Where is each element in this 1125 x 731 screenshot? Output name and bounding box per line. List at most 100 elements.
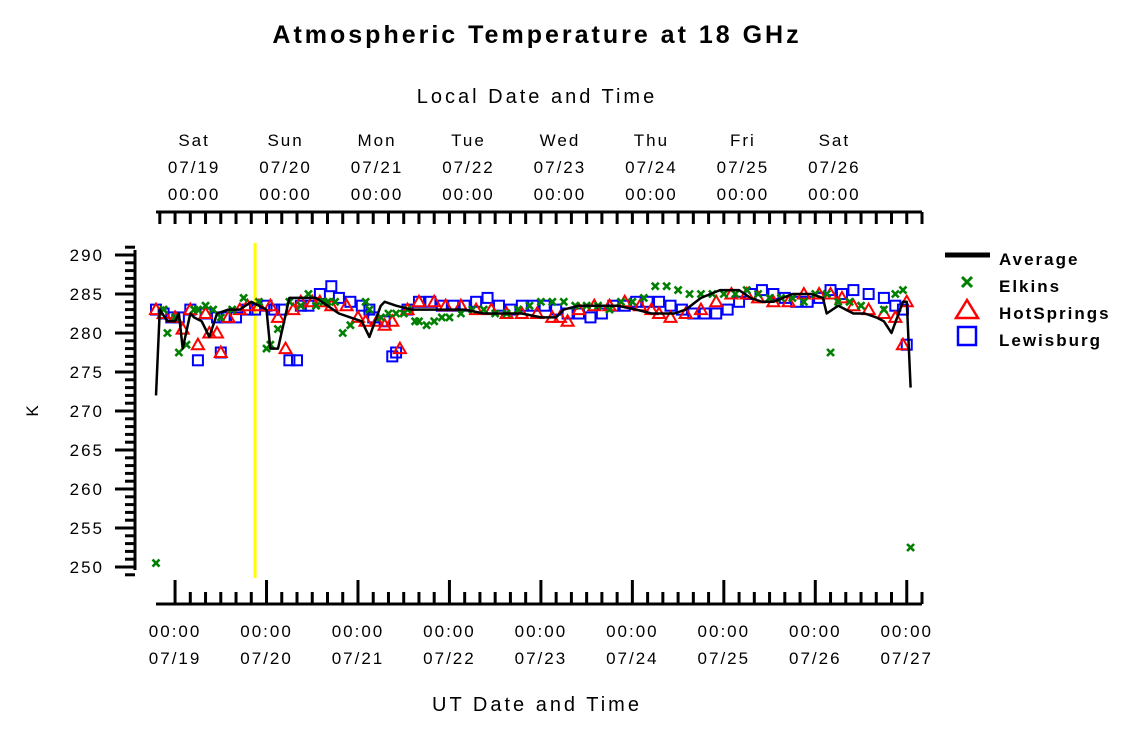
- x-stroke: [605, 305, 614, 315]
- x-stroke: [650, 281, 660, 291]
- data-point-lewisburg: [824, 284, 837, 297]
- data-point-elkins: [208, 305, 218, 315]
- data-point-elkins: [730, 289, 740, 299]
- top-tick-label-date: 07/19: [168, 158, 221, 177]
- data-point-elkins: [536, 297, 546, 307]
- x-stroke: [376, 312, 386, 322]
- x-stroke: [163, 328, 172, 338]
- data-point-lewisburg: [332, 291, 345, 304]
- x-stroke: [898, 285, 908, 295]
- data-point-elkins: [414, 316, 424, 326]
- x-stroke: [845, 297, 855, 307]
- bottom-tick-label-time: 00:00: [515, 622, 568, 641]
- x-stroke: [906, 543, 915, 552]
- top-tick-label-time: 00:00: [717, 185, 770, 204]
- data-point-elkins: [361, 297, 371, 307]
- data-point-elkins: [890, 289, 900, 299]
- data-point-hotsprings: [559, 313, 576, 327]
- x-stroke: [384, 309, 393, 318]
- bottom-tick-label-time: 00:00: [606, 622, 659, 641]
- series-line-average: [154, 288, 912, 396]
- x-stroke: [311, 301, 321, 311]
- x-stroke: [547, 297, 557, 307]
- bottom-tick-label-date: 07/22: [423, 649, 476, 668]
- x-stroke: [151, 558, 161, 568]
- x-axis-title: UT Date and Time: [432, 694, 642, 716]
- data-point-hotsprings: [262, 297, 279, 312]
- y-tick-label: 275: [70, 363, 104, 382]
- y-tick-label: 270: [70, 402, 104, 421]
- y-tick-label: 280: [70, 324, 104, 343]
- y-axis-title: K: [23, 403, 42, 416]
- x-stroke: [414, 316, 424, 326]
- data-point-elkins: [384, 309, 393, 318]
- data-point-hotsprings: [190, 336, 206, 351]
- top-tick-label-day: Fri: [730, 131, 756, 150]
- data-point-elkins: [879, 305, 889, 315]
- x-stroke: [437, 312, 447, 322]
- bottom-tick-label-time: 00:00: [149, 622, 202, 641]
- data-point-lewisburg: [847, 284, 860, 297]
- data-point-elkins: [151, 558, 161, 568]
- x-stroke: [525, 301, 534, 311]
- data-point-elkins: [662, 281, 672, 291]
- legend-swatch-lewisburg: [956, 325, 978, 347]
- data-point-hotsprings: [197, 305, 214, 319]
- data-point-elkins: [216, 312, 226, 322]
- data-point-hotsprings: [304, 293, 320, 308]
- data-point-elkins: [856, 301, 866, 311]
- data-point-lewisburg: [481, 291, 494, 304]
- data-point-hotsprings: [708, 293, 724, 308]
- legend-label-elkins: Elkins: [999, 277, 1061, 296]
- data-point-elkins: [437, 312, 447, 322]
- bottom-tick-label-time: 00:00: [240, 622, 293, 641]
- data-layer: [148, 280, 915, 568]
- x-stroke: [719, 289, 729, 299]
- data-point-lewisburg: [291, 354, 304, 367]
- x-stroke: [456, 309, 466, 318]
- top-tick-label-date: 07/21: [351, 158, 404, 177]
- data-point-elkins: [296, 301, 306, 311]
- data-point-elkins: [391, 309, 401, 318]
- series-average: [154, 288, 912, 396]
- data-point-elkins: [616, 297, 626, 307]
- x-stroke: [673, 285, 683, 295]
- data-point-lewisburg: [386, 350, 399, 363]
- x-stroke: [422, 320, 431, 330]
- top-tick-label-time: 00:00: [808, 185, 861, 204]
- legend-swatch-elkins: [960, 275, 974, 289]
- x-stroke: [890, 289, 900, 299]
- data-point-hotsprings: [529, 305, 545, 319]
- data-point-lewisburg: [641, 295, 654, 308]
- x-stroke: [788, 293, 797, 303]
- x-stroke: [296, 301, 306, 311]
- data-point-elkins: [193, 305, 203, 315]
- data-point-hotsprings: [285, 301, 301, 316]
- data-point-hotsprings: [213, 344, 229, 358]
- data-point-hotsprings: [662, 309, 679, 323]
- x-stroke: [822, 289, 832, 299]
- x-stroke: [696, 289, 706, 299]
- x-stroke: [193, 305, 203, 315]
- top-tick-label-time: 00:00: [351, 185, 404, 204]
- legend-label-hotsprings: HotSprings: [999, 304, 1111, 323]
- bottom-tick-label-date: 07/25: [698, 649, 751, 668]
- x-stroke: [662, 281, 672, 291]
- x-stroke: [364, 305, 374, 315]
- data-point-lewisburg: [283, 354, 296, 367]
- x-stroke: [361, 297, 371, 307]
- data-point-elkins: [685, 289, 694, 299]
- data-point-elkins: [605, 305, 614, 315]
- data-point-lewisburg: [721, 303, 734, 316]
- x-stroke: [753, 289, 763, 299]
- data-point-lewisburg: [325, 280, 338, 293]
- bottom-tick-label-time: 00:00: [698, 622, 751, 641]
- bottom-tick-label-date: 07/27: [880, 649, 933, 668]
- top-tick-label-date: 07/23: [534, 158, 587, 177]
- data-point-hotsprings: [780, 293, 797, 308]
- top-tick-label-day: Sat: [819, 131, 851, 150]
- data-point-elkins: [513, 305, 523, 315]
- data-point-elkins: [673, 285, 683, 295]
- x-stroke: [345, 320, 355, 330]
- x-stroke: [856, 301, 866, 311]
